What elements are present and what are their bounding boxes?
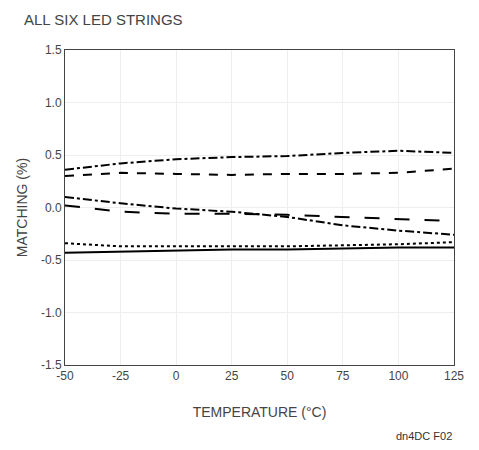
svg-text:0.5: 0.5 xyxy=(45,148,62,162)
svg-text:-1.0: -1.0 xyxy=(41,306,62,320)
svg-text:0.0: 0.0 xyxy=(45,201,62,215)
svg-text:1.0: 1.0 xyxy=(45,96,62,110)
svg-text:-1.5: -1.5 xyxy=(41,358,62,372)
svg-text:75: 75 xyxy=(336,369,350,383)
svg-text:1.5: 1.5 xyxy=(45,43,62,57)
svg-text:0: 0 xyxy=(173,369,180,383)
svg-text:ALL SIX LED STRINGS: ALL SIX LED STRINGS xyxy=(24,11,183,28)
svg-text:125: 125 xyxy=(444,369,464,383)
svg-text:-0.5: -0.5 xyxy=(41,253,62,267)
svg-text:100: 100 xyxy=(388,369,408,383)
svg-text:-25: -25 xyxy=(112,369,130,383)
svg-text:MATCHING (%): MATCHING (%) xyxy=(14,158,30,257)
svg-text:50: 50 xyxy=(281,369,295,383)
svg-text:TEMPERATURE (°C): TEMPERATURE (°C) xyxy=(193,404,327,420)
svg-text:-50: -50 xyxy=(56,369,74,383)
svg-text:25: 25 xyxy=(225,369,239,383)
svg-text:dn4DC F02: dn4DC F02 xyxy=(396,430,452,442)
